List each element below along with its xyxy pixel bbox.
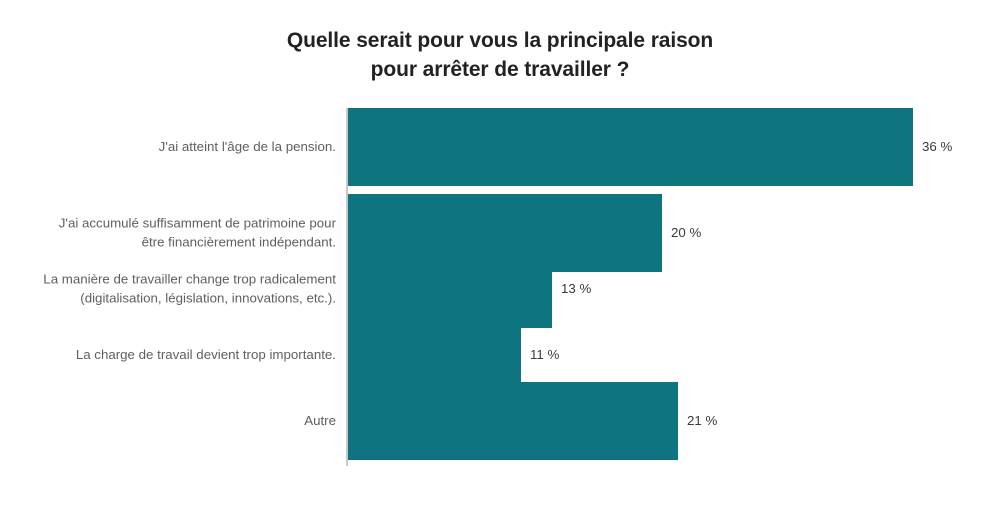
chart-title-line-1: Quelle serait pour vous la principale ra… bbox=[286, 29, 714, 52]
bar-segment[interactable] bbox=[348, 108, 913, 186]
bar-value-label: 13 % bbox=[561, 281, 592, 296]
category-label: J'ai accumulé suffisamment de patrimoine… bbox=[58, 215, 336, 250]
chart-title-line-2: pour arrêter de travailler ? bbox=[370, 58, 630, 81]
category-label: La charge de travail devient trop import… bbox=[75, 346, 336, 362]
category-label: La manière de travailler change trop rad… bbox=[43, 271, 336, 306]
bar-segment[interactable] bbox=[348, 316, 521, 394]
category-label: Autre bbox=[304, 412, 336, 428]
bar-value-label: 36 % bbox=[922, 139, 953, 154]
category-label: J'ai atteint l'âge de la pension. bbox=[158, 138, 336, 154]
bar-row: La manière de travailler change trop rad… bbox=[0, 250, 1000, 328]
chart-title: Quelle serait pour vous la principale ra… bbox=[0, 26, 1000, 84]
bar-value-label: 11 % bbox=[530, 347, 560, 362]
bar-segment[interactable] bbox=[348, 382, 678, 460]
bar-row: Autre 21 % bbox=[0, 382, 1000, 460]
bar-value-label: 20 % bbox=[671, 225, 702, 240]
bar-row: J'ai atteint l'âge de la pension. 36 % bbox=[0, 108, 1000, 186]
bar-row: La charge de travail devient trop import… bbox=[0, 316, 1000, 394]
bar-segment[interactable] bbox=[348, 250, 552, 328]
category-axis-line bbox=[346, 108, 348, 466]
bar-value-label: 21 % bbox=[687, 413, 718, 428]
